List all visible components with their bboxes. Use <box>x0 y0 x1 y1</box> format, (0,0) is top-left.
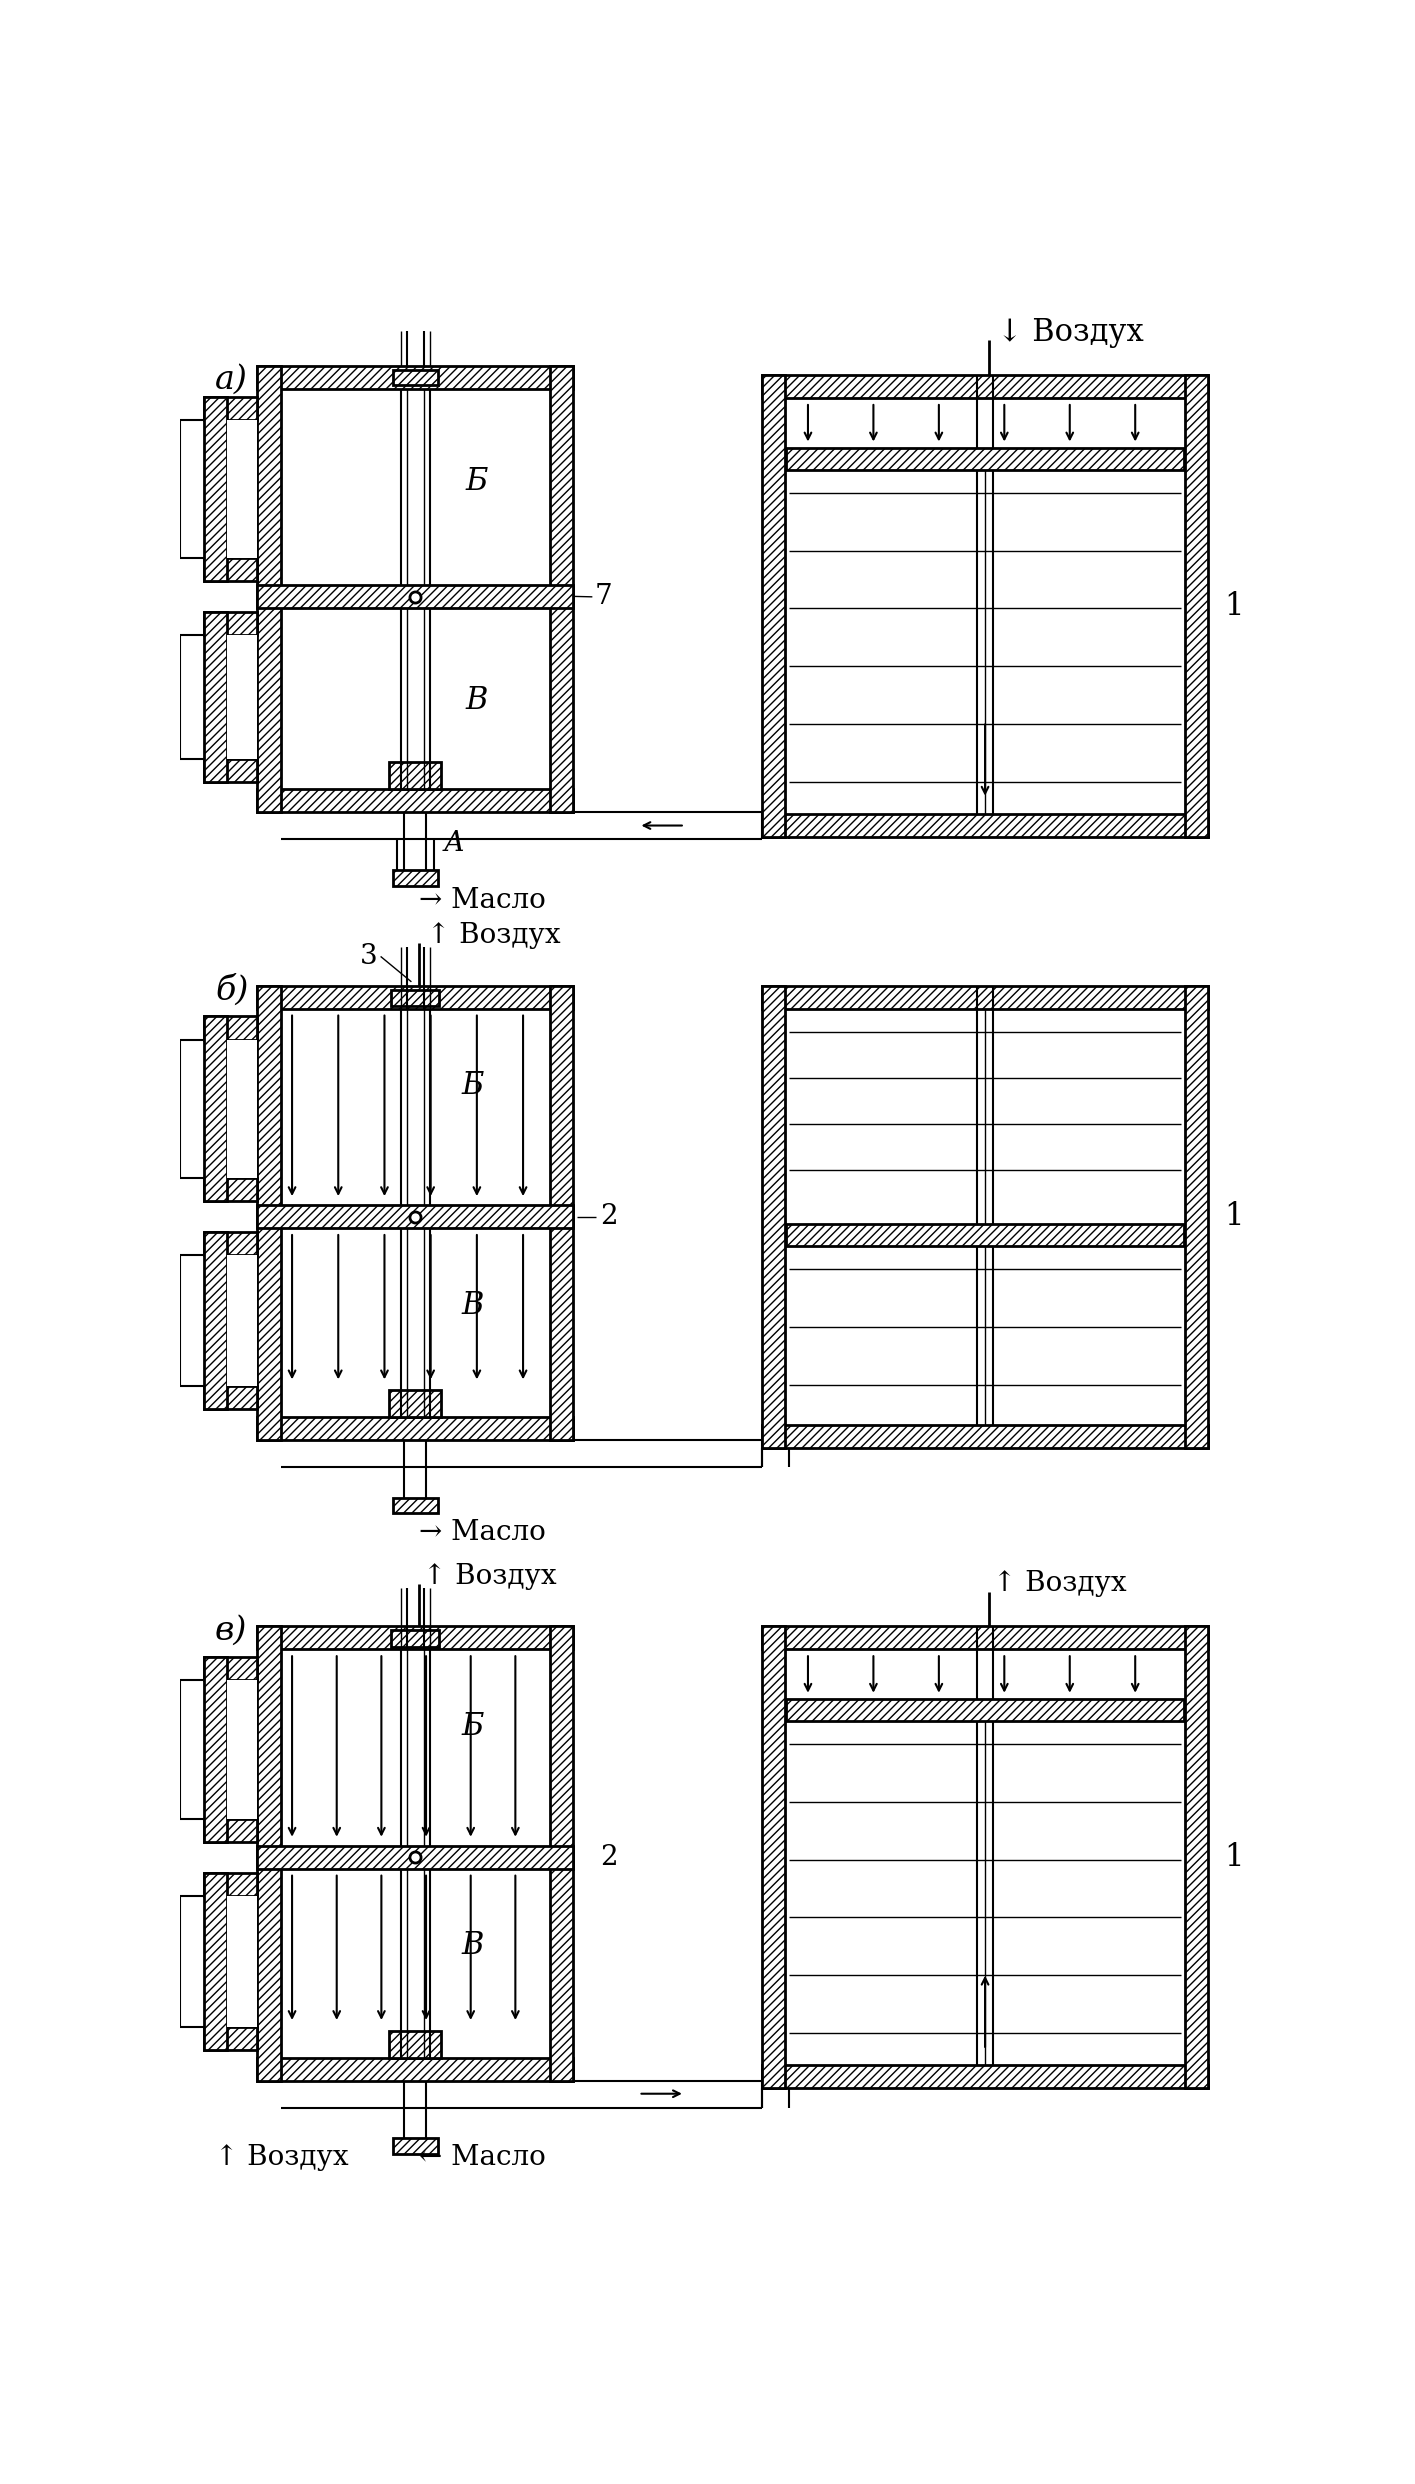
Bar <box>785 1009 1186 1426</box>
Bar <box>392 989 439 1006</box>
Bar <box>204 1818 258 1843</box>
Text: б): б) <box>215 974 249 1006</box>
Bar <box>761 986 785 1448</box>
Bar <box>226 1895 258 2027</box>
Bar <box>204 1386 258 1408</box>
Text: ↓ Воздух: ↓ Воздух <box>996 318 1143 348</box>
Text: В: В <box>461 1930 484 1962</box>
Text: 3: 3 <box>361 944 378 969</box>
Text: А: А <box>443 830 464 857</box>
Bar <box>1186 375 1208 837</box>
Bar <box>761 1627 1208 1649</box>
Bar <box>761 1627 785 2089</box>
Bar <box>204 2027 258 2049</box>
Bar <box>1186 1627 1208 2089</box>
Bar <box>258 986 573 1009</box>
Bar <box>392 1630 439 1647</box>
Bar <box>226 420 258 559</box>
Bar <box>226 1679 258 1818</box>
Bar <box>258 1627 573 1649</box>
Text: → Масло: → Масло <box>419 1518 546 1545</box>
Bar <box>550 365 573 812</box>
Text: Б: Б <box>466 467 488 497</box>
Bar <box>204 1873 258 1895</box>
Bar <box>258 365 573 390</box>
Bar <box>785 1649 1186 2064</box>
Text: ↑ Воздух: ↑ Воздух <box>423 1562 556 1590</box>
Bar <box>280 1649 550 2057</box>
Bar <box>785 397 1186 815</box>
Bar <box>204 1016 226 1202</box>
Text: ↑ Воздух: ↑ Воздух <box>993 1570 1126 1597</box>
Bar <box>258 790 573 812</box>
Bar <box>761 375 785 837</box>
Bar <box>204 611 258 636</box>
Bar <box>393 869 437 887</box>
Text: ← Масло: ← Масло <box>419 2144 546 2171</box>
Bar <box>204 1873 226 2049</box>
Text: В: В <box>461 1289 484 1321</box>
Bar <box>204 1177 258 1202</box>
Bar <box>550 986 573 1441</box>
Text: 2: 2 <box>600 1202 618 1230</box>
Bar <box>393 370 437 385</box>
Bar <box>204 758 258 782</box>
Bar <box>761 2064 1208 2089</box>
Bar <box>389 1391 441 1416</box>
Bar <box>258 365 280 812</box>
Bar <box>258 1416 573 1441</box>
Bar <box>258 586 573 609</box>
Bar <box>550 1627 573 2082</box>
Bar <box>258 1846 573 1868</box>
Text: 1: 1 <box>1224 591 1244 621</box>
Bar <box>1186 986 1208 1448</box>
Text: Б: Б <box>461 1071 484 1100</box>
Bar <box>761 986 1208 1009</box>
Bar <box>761 815 1208 837</box>
Bar <box>280 390 550 790</box>
Text: ↑ Воздух: ↑ Воздух <box>427 922 560 949</box>
Text: в): в) <box>215 1615 248 1647</box>
Bar <box>787 1225 1184 1247</box>
Bar <box>226 636 258 758</box>
Bar <box>204 1232 258 1254</box>
Bar <box>258 1627 280 2082</box>
Bar <box>393 2139 437 2154</box>
Bar <box>204 1016 258 1041</box>
Bar <box>204 397 226 581</box>
Text: а): а) <box>215 363 248 395</box>
Bar <box>761 1426 1208 1448</box>
Text: В: В <box>466 686 488 715</box>
Bar <box>204 559 258 581</box>
Bar <box>787 1699 1184 1721</box>
Bar <box>258 1205 573 1227</box>
Bar <box>204 1232 226 1408</box>
Text: 7: 7 <box>596 584 613 611</box>
Bar <box>280 1009 550 1416</box>
Bar <box>389 763 441 790</box>
Text: → Масло: → Масло <box>419 887 546 914</box>
Bar <box>204 1657 226 1843</box>
Bar <box>258 2057 573 2082</box>
Text: 1: 1 <box>1224 1841 1244 1873</box>
Bar <box>226 1254 258 1386</box>
Text: 1: 1 <box>1224 1202 1244 1232</box>
Bar <box>393 1498 437 1513</box>
Text: ↑ Воздух: ↑ Воздух <box>215 2144 348 2171</box>
Bar <box>204 1657 258 1679</box>
Text: 2: 2 <box>600 1843 618 1870</box>
Text: Б: Б <box>461 1711 484 1741</box>
Bar <box>204 397 258 420</box>
Bar <box>761 375 1208 397</box>
Bar <box>226 1041 258 1177</box>
Bar <box>389 2029 441 2057</box>
Bar <box>258 986 280 1441</box>
Bar <box>787 447 1184 469</box>
Bar <box>204 611 226 782</box>
